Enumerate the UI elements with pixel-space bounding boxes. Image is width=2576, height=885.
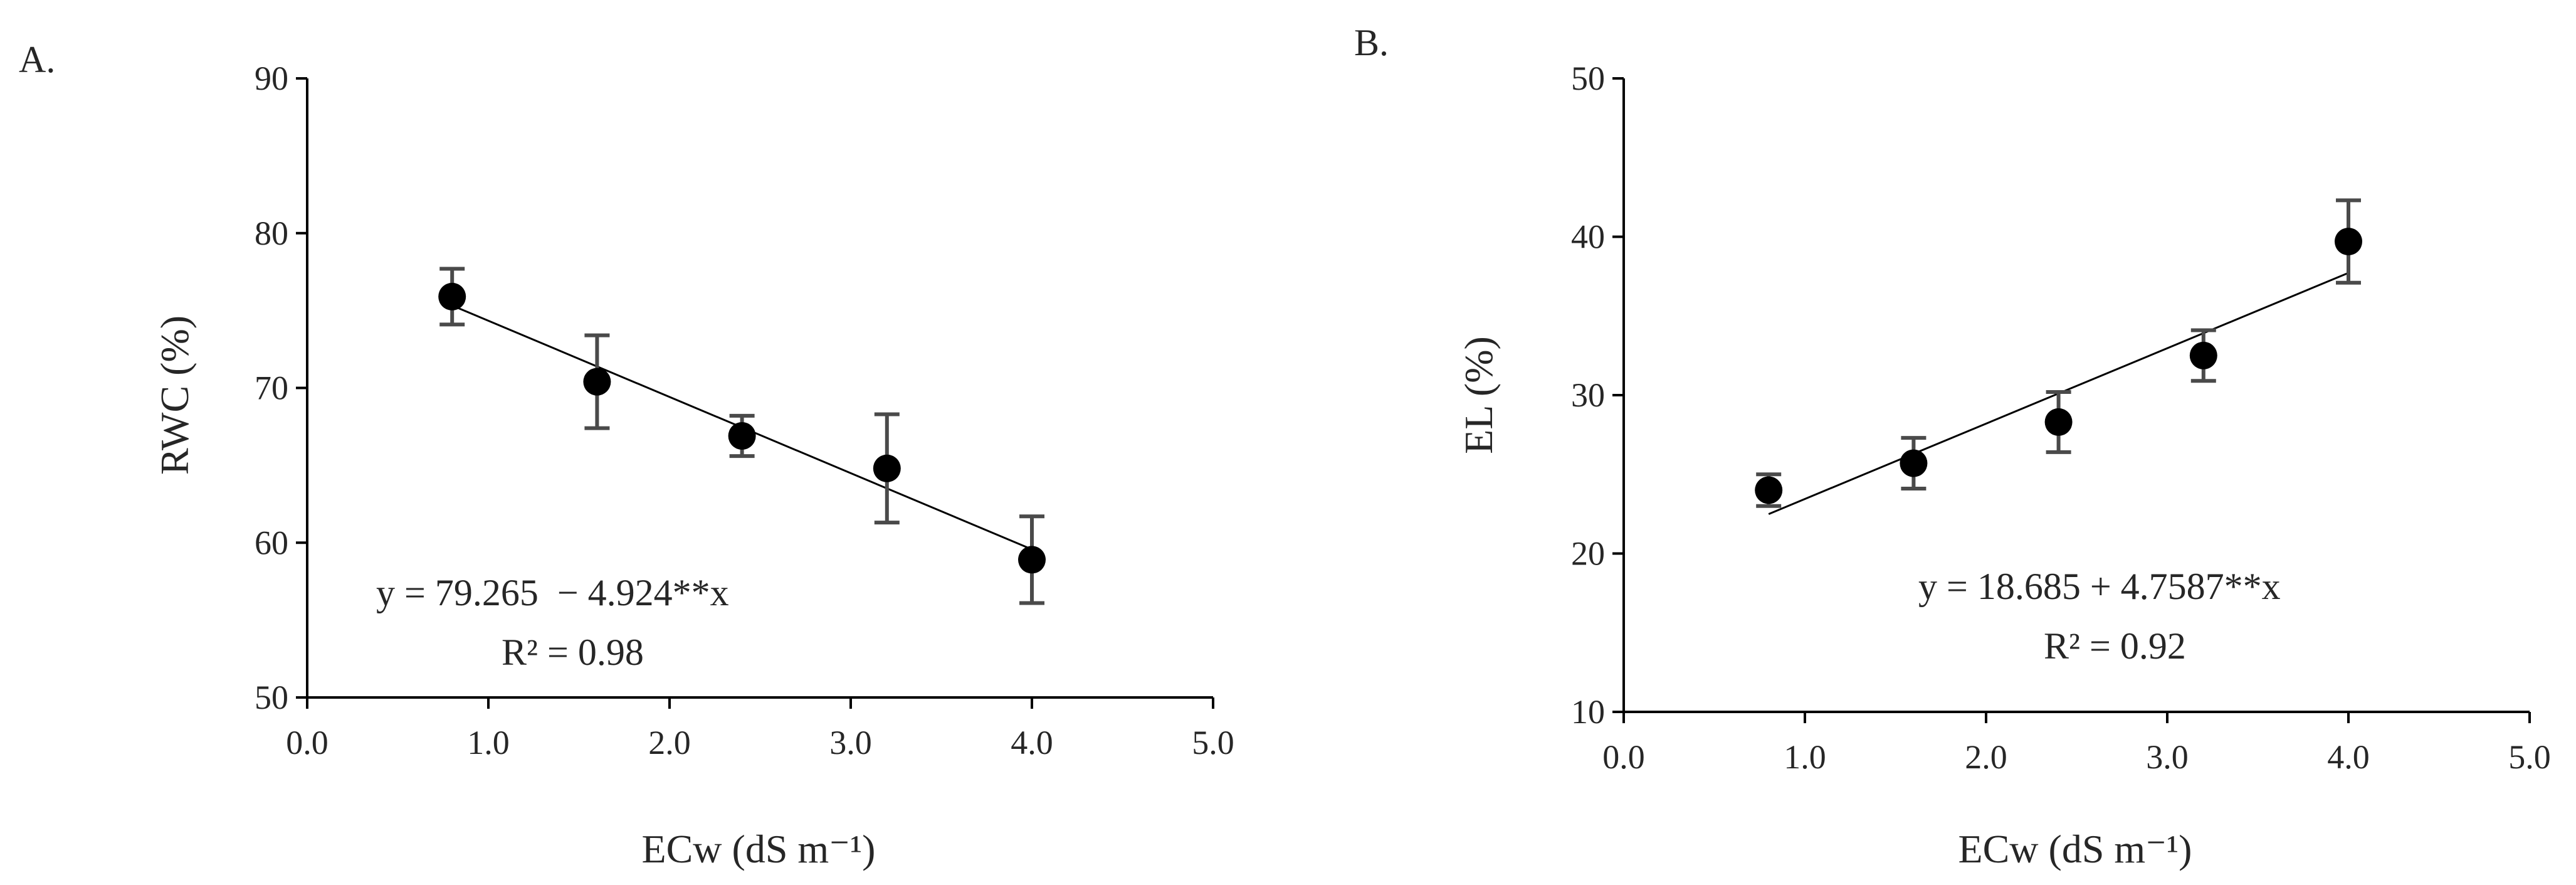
y-tick-label: 20	[1571, 535, 1605, 573]
y-tick-label: 50	[255, 679, 288, 716]
data-point	[1755, 476, 1783, 504]
data-point	[2335, 228, 2362, 256]
data-point	[2189, 341, 2217, 369]
x-tick-label: 2.0	[648, 724, 691, 761]
data-point	[1900, 449, 1928, 477]
x-tick-label: 1.0	[467, 724, 510, 761]
y-tick-label: 30	[1571, 376, 1605, 414]
equation-a: y = 79.265 − 4.924**x	[376, 572, 729, 613]
x-axis-label-a: ECw (dS m⁻¹)	[642, 827, 876, 871]
r-squared-b: R² = 0.92	[2044, 625, 2186, 667]
y-tick-label: 60	[255, 524, 288, 561]
x-tick-label: 1.0	[1784, 738, 1826, 776]
x-tick-label: 3.0	[829, 724, 872, 761]
y-axis-label-b: EL (%)	[1456, 336, 1501, 454]
chart-panel-b: B. EL (%) ECw (dS m⁻¹) y = 18.685 + 4.75…	[1354, 22, 2551, 871]
equation-b: y = 18.685 + 4.7587**x	[1918, 566, 2281, 607]
data-point	[438, 282, 466, 310]
y-axis-label-a: RWC (%)	[152, 315, 197, 475]
chart-panel-a: A. RWC (%) ECw (dS m⁻¹) y = 79.265 − 4.9…	[19, 39, 1234, 871]
x-tick-label: 3.0	[2146, 738, 2189, 776]
r-squared-a: R² = 0.98	[502, 632, 644, 673]
x-tick-label: 2.0	[1965, 738, 2007, 776]
y-tick-label: 90	[255, 60, 288, 97]
data-point	[728, 421, 756, 450]
x-tick-label: 0.0	[1602, 738, 1645, 776]
panel-label-a: A.	[19, 39, 55, 80]
y-tick-label: 50	[1571, 60, 1605, 97]
x-tick-label: 4.0	[1011, 724, 1053, 761]
x-tick-label: 4.0	[2327, 738, 2370, 776]
x-tick-label: 5.0	[2508, 738, 2551, 776]
y-tick-label: 70	[255, 369, 288, 407]
y-tick-label: 40	[1571, 218, 1605, 256]
panel-label-b: B.	[1354, 22, 1389, 63]
y-tick-label: 10	[1571, 693, 1605, 731]
x-tick-label: 0.0	[286, 724, 329, 761]
data-point	[2044, 408, 2073, 436]
data-point	[1018, 546, 1046, 574]
x-tick-label: 5.0	[1192, 724, 1234, 761]
y-tick-label: 80	[255, 215, 288, 252]
data-point	[583, 368, 611, 396]
x-axis-label-b: ECw (dS m⁻¹)	[1958, 827, 2192, 871]
data-point	[873, 454, 901, 482]
